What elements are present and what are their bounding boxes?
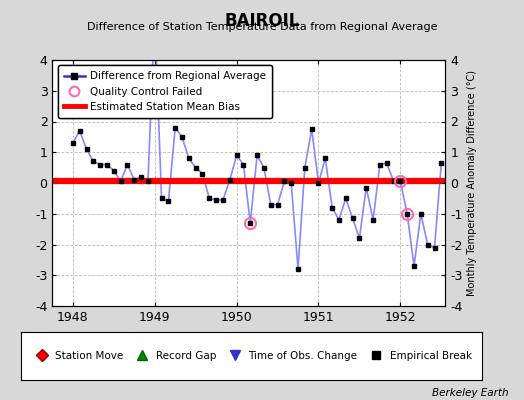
Text: BAIROIL: BAIROIL bbox=[224, 12, 300, 30]
Y-axis label: Monthly Temperature Anomaly Difference (°C): Monthly Temperature Anomaly Difference (… bbox=[467, 70, 477, 296]
Legend: Difference from Regional Average, Quality Control Failed, Estimated Station Mean: Difference from Regional Average, Qualit… bbox=[58, 65, 272, 118]
Text: Difference of Station Temperature Data from Regional Average: Difference of Station Temperature Data f… bbox=[87, 22, 437, 32]
Text: Berkeley Earth: Berkeley Earth bbox=[432, 388, 508, 398]
Legend: Station Move, Record Gap, Time of Obs. Change, Empirical Break: Station Move, Record Gap, Time of Obs. C… bbox=[27, 347, 476, 365]
